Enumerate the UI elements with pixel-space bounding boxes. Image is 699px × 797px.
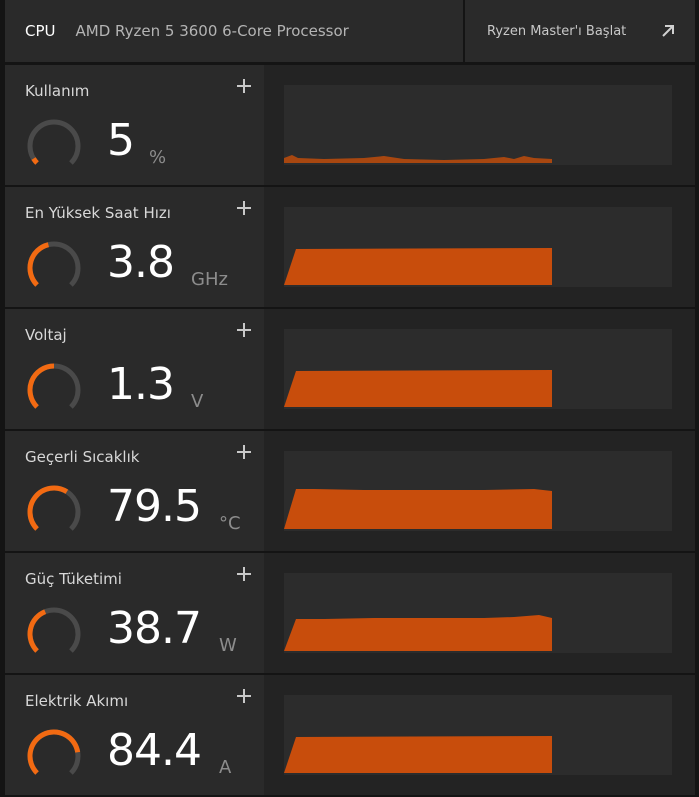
metric-summary: Voltaj 1.3 V [5,309,264,429]
metric-graph-area [264,187,695,307]
metric-unit: V [191,391,204,412]
metric-summary: Kullanım 5 % [5,65,264,185]
gauge-level [31,157,39,165]
metric-title: En Yüksek Saat Hızı [25,204,171,222]
add-icon[interactable] [233,563,255,585]
gauge-track [27,119,81,165]
metric-graph-area [264,431,695,551]
add-icon[interactable] [233,685,255,707]
add-icon[interactable] [233,75,255,97]
graph-background [284,85,672,165]
metric-graph-area [264,553,695,673]
metric-graph-area [264,309,695,429]
cpu-info-box: CPU AMD Ryzen 5 3600 6-Core Processor [5,0,463,62]
metric-title: Geçerli Sıcaklık [25,448,140,466]
metric-title: Voltaj [25,326,67,344]
add-icon[interactable] [233,441,255,463]
metric-unit: W [219,635,237,656]
gauge-dial [27,607,81,653]
metric-title: Elektrik Akımı [25,692,129,710]
graph-fill [284,370,552,407]
history-graph [284,329,552,407]
metric-graph-area [264,675,695,795]
metric-summary: Elektrik Akımı 84.4 A [5,675,264,795]
launch-label: Ryzen Master'ı Başlat [487,23,627,39]
gauge-level [27,363,55,409]
history-graph [284,85,552,163]
metric-value: 5 [107,115,135,166]
metric-panel: Geçerli Sıcaklık 79.5 °C [5,431,695,551]
metric-unit: A [219,757,232,778]
history-graph [284,207,552,285]
gauge-level [27,485,69,531]
history-graph [284,573,552,651]
metric-title: Kullanım [25,82,90,100]
metric-unit: °C [219,513,241,534]
metric-unit: % [149,147,167,168]
gauge-dial [27,485,81,531]
metric-summary: Güç Tüketimi 38.7 W [5,553,264,673]
history-graph [284,451,552,529]
arrow-up-right-icon [662,25,674,37]
metric-title: Güç Tüketimi [25,570,122,588]
header-bar: CPU AMD Ryzen 5 3600 6-Core Processor Ry… [5,0,695,62]
history-graph [284,695,552,773]
gauge-level [27,242,50,287]
add-icon[interactable] [233,319,255,341]
metric-panel: Voltaj 1.3 V [5,309,695,429]
metric-value: 79.5 [107,481,202,532]
gauge-level [27,729,81,775]
gauge-dial [27,729,81,775]
metric-value: 3.8 [107,237,175,288]
metric-panel: En Yüksek Saat Hızı 3.8 GHz [5,187,695,307]
gauge-dial [27,363,81,409]
metric-graph-area [264,65,695,185]
metric-value: 1.3 [107,359,175,410]
launch-ryzen-master-button[interactable]: Ryzen Master'ı Başlat [465,0,695,62]
graph-fill [284,489,552,529]
metric-value: 38.7 [107,603,202,654]
add-icon[interactable] [233,197,255,219]
graph-fill [284,736,552,773]
graph-fill [284,615,552,651]
gauge-dial [27,241,81,287]
metric-value: 84.4 [107,725,202,776]
graph-fill [284,155,552,163]
metric-unit: GHz [191,269,228,290]
metric-summary: En Yüksek Saat Hızı 3.8 GHz [5,187,264,307]
metric-panel: Güç Tüketimi 38.7 W [5,553,695,673]
gauge-level [27,609,47,653]
metric-panel: Kullanım 5 % [5,65,695,185]
gauge-dial [27,119,81,165]
graph-fill [284,248,552,285]
cpu-label: CPU [25,22,56,40]
metric-panel: Elektrik Akımı 84.4 A [5,675,695,795]
cpu-name: AMD Ryzen 5 3600 6-Core Processor [75,22,349,40]
metric-summary: Geçerli Sıcaklık 79.5 °C [5,431,264,551]
